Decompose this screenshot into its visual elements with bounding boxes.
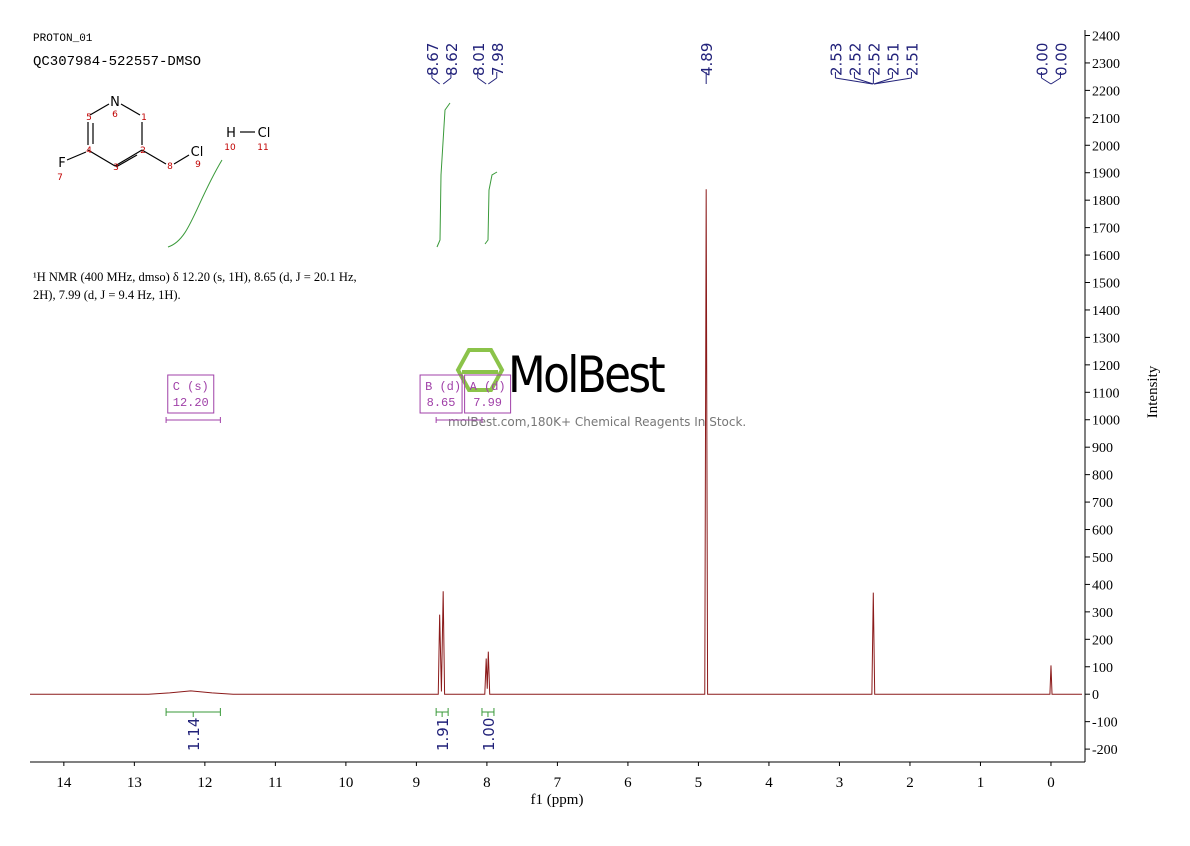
integral-range xyxy=(482,708,494,717)
experiment: PROTON_01 xyxy=(33,33,93,45)
peak-label: 0.00 xyxy=(1033,43,1051,76)
y-tick-label: 700 xyxy=(1092,496,1113,511)
peak-label: 4.89 xyxy=(698,43,716,76)
peak-label: 2.51 xyxy=(903,43,921,76)
atom-number: 9 xyxy=(195,160,201,170)
peak-label: 8.67 xyxy=(424,43,442,76)
y-axis-label: Intensity xyxy=(1145,365,1161,418)
description-line: ¹H NMR (400 MHz, dmso) δ 12.20 (s, 1H), … xyxy=(33,270,357,284)
peak-label: 8.01 xyxy=(470,43,488,76)
y-tick-label: 1000 xyxy=(1092,414,1120,429)
multiplet-shift: 7.99 xyxy=(473,396,502,410)
peak-label: 2.52 xyxy=(846,43,864,76)
multiplet-range xyxy=(166,417,220,423)
peak-label: 0.00 xyxy=(1052,43,1070,76)
x-tick-label: 11 xyxy=(268,775,282,791)
watermark-brand: MolBest xyxy=(508,346,665,404)
x-tick-label: 4 xyxy=(765,775,773,791)
y-tick-label: 1900 xyxy=(1092,167,1120,182)
atom-number: 4 xyxy=(86,146,92,156)
description-line: 2H), 7.99 (d, J = 9.4 Hz, 1H). xyxy=(33,288,181,302)
x-tick-label: 5 xyxy=(695,775,703,791)
multiplet-label: C (s) xyxy=(173,380,209,394)
multiplet-label: B (d) xyxy=(425,380,461,394)
x-axis-label: f1 (ppm) xyxy=(531,792,584,808)
integral-value: 1.14 xyxy=(185,718,203,751)
y-tick-label: 1200 xyxy=(1092,359,1120,374)
peak-label: 2.51 xyxy=(884,43,902,76)
multiplet-label: A (d) xyxy=(470,380,506,394)
x-tick-label: 2 xyxy=(906,775,914,791)
multiplet-shift: 12.20 xyxy=(173,396,209,410)
y-tick-label: -100 xyxy=(1092,716,1118,731)
y-tick-label: 600 xyxy=(1092,524,1113,539)
y-tick-label: 800 xyxy=(1092,469,1113,484)
y-tick-label: 1700 xyxy=(1092,222,1120,237)
y-tick-label: 500 xyxy=(1092,551,1113,566)
y-tick-label: 1600 xyxy=(1092,249,1120,264)
multiplet-shift: 8.65 xyxy=(427,396,456,410)
y-tick-label: 1300 xyxy=(1092,331,1120,346)
atom-number: 8 xyxy=(167,162,173,172)
x-tick-label: 10 xyxy=(338,775,353,791)
atom-number: 7 xyxy=(57,173,63,183)
atom-number: 11 xyxy=(257,143,268,153)
watermark-tagline: molBest.com,180K+ Chemical Reagents In S… xyxy=(448,415,746,429)
y-tick-label: 1400 xyxy=(1092,304,1120,319)
integral-range xyxy=(436,708,448,717)
integral-range xyxy=(166,708,220,717)
x-tick-label: 13 xyxy=(127,775,142,791)
x-tick-label: 12 xyxy=(197,775,212,791)
y-tick-label: 2200 xyxy=(1092,84,1120,99)
atom-number: 5 xyxy=(86,113,92,123)
integral-value: 1.91 xyxy=(434,718,452,751)
y-tick-label: 2100 xyxy=(1092,112,1120,127)
integral-curves xyxy=(168,103,497,247)
atom-label: H xyxy=(226,126,236,141)
peak-label: 2.53 xyxy=(827,43,845,76)
y-tick-label: 2300 xyxy=(1092,57,1120,72)
sample: QC307984-522557-DMSO xyxy=(33,54,201,70)
x-tick-label: 0 xyxy=(1047,775,1055,791)
atom-label: Cl xyxy=(191,145,204,160)
peak-label: 2.52 xyxy=(865,43,883,76)
atom-number: 6 xyxy=(112,110,118,120)
atom-number: 2 xyxy=(140,146,146,156)
peak-label: 7.98 xyxy=(489,43,507,76)
spectrum xyxy=(30,189,1082,694)
y-tick-label: 1100 xyxy=(1092,386,1119,401)
atom-number: 1 xyxy=(141,113,147,123)
y-tick-label: 300 xyxy=(1092,606,1113,621)
y-tick-label: 100 xyxy=(1092,661,1113,676)
x-tick-label: 3 xyxy=(836,775,844,791)
x-tick-label: 7 xyxy=(554,775,562,791)
y-tick-label: 400 xyxy=(1092,578,1113,593)
x-tick-label: 6 xyxy=(624,775,632,791)
x-tick-label: 8 xyxy=(483,775,491,791)
y-tick-label: 200 xyxy=(1092,633,1113,648)
x-tick-label: 14 xyxy=(56,775,72,791)
y-tick-label: 900 xyxy=(1092,441,1113,456)
atom-label: N xyxy=(110,95,120,110)
atom-number: 10 xyxy=(224,143,236,153)
peak-label: 8.62 xyxy=(443,43,461,76)
atom-label: F xyxy=(58,156,65,171)
x-tick-label: 9 xyxy=(413,775,421,791)
x-tick-label: 1 xyxy=(977,775,985,791)
y-tick-label: 0 xyxy=(1092,688,1099,703)
y-tick-label: -200 xyxy=(1092,743,1118,758)
y-tick-label: 1500 xyxy=(1092,277,1120,292)
y-tick-label: 2400 xyxy=(1092,29,1120,44)
integral-value: 1.00 xyxy=(480,718,498,751)
y-tick-label: 1800 xyxy=(1092,194,1120,209)
atom-number: 3 xyxy=(113,163,119,173)
y-tick-label: 2000 xyxy=(1092,139,1120,154)
atom-label: Cl xyxy=(258,126,271,141)
